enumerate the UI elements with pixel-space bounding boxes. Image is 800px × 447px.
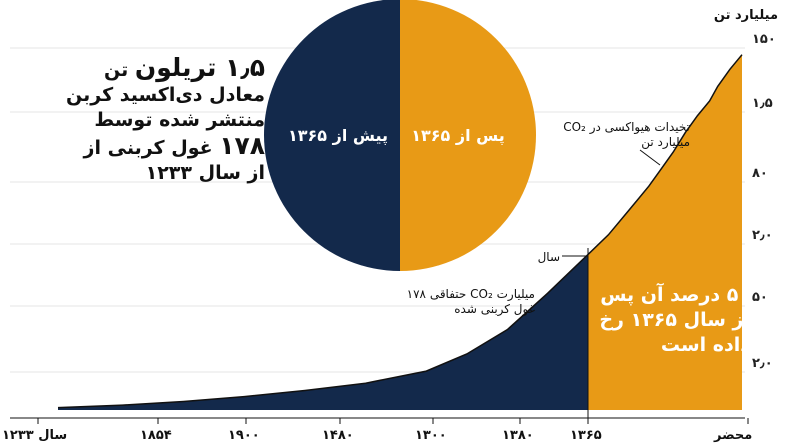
x-tick-label: محضر bbox=[714, 428, 753, 443]
headline-line3: منتشر شده توسط bbox=[94, 109, 265, 131]
y-tick-label: ۱٫۵ bbox=[752, 96, 773, 111]
annual-leader-line bbox=[639, 149, 661, 166]
year-callout: سال bbox=[537, 250, 560, 264]
y-tick-label: ۲٫۰ bbox=[752, 228, 773, 243]
x-tick-label: ۱۴۸۰ bbox=[322, 428, 354, 443]
y-tick-label: ۲٫۰ bbox=[752, 356, 773, 371]
headline-block: ۱٫۵ تریلون تن معادل دی‌اکسید کربن منتشر … bbox=[5, 55, 265, 186]
x-tick-label: ۱۸۵۴ bbox=[140, 428, 172, 443]
cumulative-callout: میلیارت CO₂ حتفاقی ۱۷۸ غول کربنی شده bbox=[406, 287, 535, 316]
x-tick-label: ۱۹۰۰ bbox=[228, 428, 260, 443]
headline-line2: معادل دی‌اکسید کربن bbox=[66, 84, 265, 106]
headline-unit: تن bbox=[104, 59, 129, 81]
headline-count: ۱۷۸ bbox=[219, 131, 265, 160]
x-tick-label: ۱۳۰۰ bbox=[415, 428, 447, 443]
area-series bbox=[57, 54, 743, 418]
y-axis-title: میلیارد تن bbox=[713, 8, 778, 23]
circle-before-half bbox=[264, 0, 400, 271]
headline-line4: غول کربنی از bbox=[83, 137, 213, 159]
y-tick-label: ۸۰ bbox=[752, 166, 768, 181]
annual-callout: تخیدات هیواکسی در CO₂ میلیارد تن bbox=[563, 120, 690, 149]
x-tick-label: سال ۱۲۳۳ bbox=[2, 428, 68, 443]
split-circle bbox=[264, 0, 536, 271]
x-tick-label: ۱۳۶۵ bbox=[570, 428, 602, 443]
circle-after-half bbox=[400, 0, 536, 271]
circle-after-label: پس از ۱۳۶۵ bbox=[411, 126, 505, 145]
area-after bbox=[588, 54, 742, 410]
fifty-percent-callout: ۵۰ درصد آن پس از سال ۱۳۶۵ رخ داده است bbox=[599, 284, 750, 356]
x-axis bbox=[10, 417, 749, 424]
headline-amount: ۱٫۵ تریلون bbox=[134, 53, 265, 82]
y-tick-label: ۵۰ bbox=[752, 290, 768, 305]
headline-line5: از سال ۱۲۳۳ bbox=[145, 162, 265, 184]
circle-before-label: پیش از ۱۳۶۵ bbox=[287, 126, 389, 145]
y-tick-label: ۱۵۰ bbox=[752, 32, 776, 47]
area-before bbox=[58, 254, 588, 410]
x-tick-label: ۱۳۸۰ bbox=[502, 428, 534, 443]
